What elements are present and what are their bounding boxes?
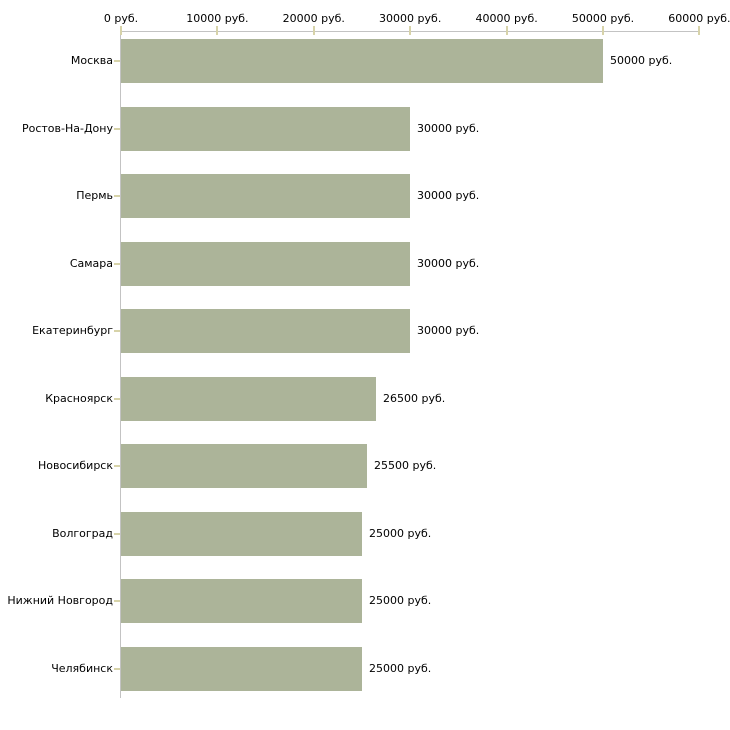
value-label: 25500 руб. xyxy=(374,459,437,472)
x-axis-tick-label: 0 руб. xyxy=(103,12,139,25)
y-axis-tick-mark xyxy=(114,465,120,467)
bar-4 xyxy=(121,242,410,286)
y-axis-tick-mark xyxy=(114,600,120,602)
x-axis-tick-mark xyxy=(602,26,604,35)
bar-8 xyxy=(121,512,362,556)
y-axis-tick-mark xyxy=(114,668,120,670)
y-axis-tick-mark xyxy=(114,60,120,62)
x-axis-tick-mark xyxy=(312,26,315,35)
value-label: 50000 руб. xyxy=(610,54,673,67)
category-label: Пермь xyxy=(76,189,113,202)
x-axis-tick-mark xyxy=(120,26,122,35)
x-axis-tick-label: 10000 руб. xyxy=(186,12,249,25)
bar-9 xyxy=(121,579,362,623)
x-axis-tick-label: 40000 руб. xyxy=(475,12,538,25)
x-axis-tick-label: 20000 руб. xyxy=(282,12,345,25)
bar-6 xyxy=(121,377,376,421)
bar-7 xyxy=(121,444,367,488)
y-axis-tick-mark xyxy=(114,195,120,197)
category-label: Нижний Новгород xyxy=(7,594,113,607)
category-label: Красноярск xyxy=(45,392,113,405)
bar-3 xyxy=(121,174,410,218)
value-label: 25000 руб. xyxy=(369,527,432,540)
category-label: Волгоград xyxy=(52,527,113,540)
y-axis-tick-mark xyxy=(114,128,120,130)
x-axis-tick-mark xyxy=(698,26,701,35)
value-label: 25000 руб. xyxy=(369,594,432,607)
category-label: Екатеринбург xyxy=(32,324,113,337)
y-axis-tick-mark xyxy=(114,263,120,265)
y-axis-tick-mark xyxy=(114,398,120,400)
y-axis-tick-mark xyxy=(114,533,120,535)
category-label: Новосибирск xyxy=(37,459,113,472)
value-label: 30000 руб. xyxy=(417,122,480,135)
bar-1 xyxy=(121,39,603,83)
category-label: Челябинск xyxy=(51,662,113,675)
category-label: Самара xyxy=(69,257,113,270)
bar-5 xyxy=(121,309,410,353)
value-label: 30000 руб. xyxy=(417,324,480,337)
x-axis-tick-mark xyxy=(409,26,412,35)
bar-2 xyxy=(121,107,410,151)
x-axis-tick-label: 30000 руб. xyxy=(379,12,442,25)
value-label: 26500 руб. xyxy=(383,392,446,405)
y-axis-tick-mark xyxy=(114,330,120,332)
category-label: Ростов-На-Дону xyxy=(21,122,113,135)
x-axis-tick-label: 50000 руб. xyxy=(571,12,635,25)
value-label: 25000 руб. xyxy=(369,662,432,675)
bar-10 xyxy=(121,647,362,691)
value-label: 30000 руб. xyxy=(417,189,480,202)
x-axis-tick-label: 60000 руб. xyxy=(668,12,730,25)
value-label: 30000 руб. xyxy=(417,257,480,270)
category-label: Москва xyxy=(70,54,113,67)
x-axis-tick-mark xyxy=(216,26,219,35)
y-axis-line xyxy=(120,31,121,698)
x-axis-tick-mark xyxy=(505,26,508,35)
